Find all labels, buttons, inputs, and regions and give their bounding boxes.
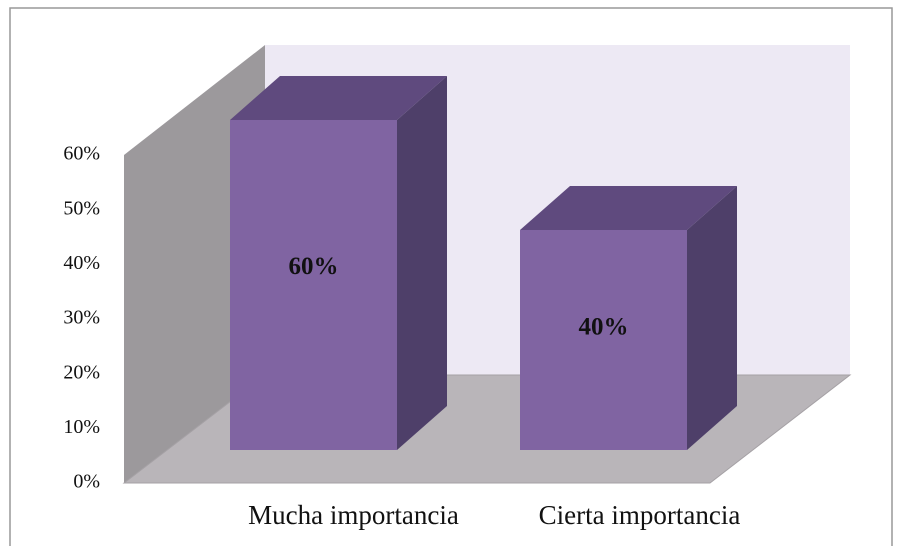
y-tick-label: 20% <box>63 361 100 383</box>
bar <box>230 120 397 450</box>
bar-side <box>397 76 447 450</box>
bar-side <box>687 186 737 450</box>
y-tick-label: 0% <box>73 471 100 493</box>
x-tick-label: Mucha importancia <box>248 500 459 530</box>
y-tick-label: 40% <box>63 252 100 274</box>
data-label: 40% <box>579 314 629 341</box>
side-wall <box>124 45 265 483</box>
y-tick-label: 30% <box>63 307 100 329</box>
chart-border <box>9 7 893 546</box>
data-label: 60% <box>289 253 339 280</box>
y-tick-label: 10% <box>63 416 100 438</box>
x-tick-label: Cierta importancia <box>539 500 741 530</box>
bar <box>520 230 687 450</box>
y-tick-label: 60% <box>63 143 100 165</box>
bar-top <box>230 76 447 120</box>
bar-top <box>520 186 737 230</box>
y-tick-label: 50% <box>63 197 100 219</box>
